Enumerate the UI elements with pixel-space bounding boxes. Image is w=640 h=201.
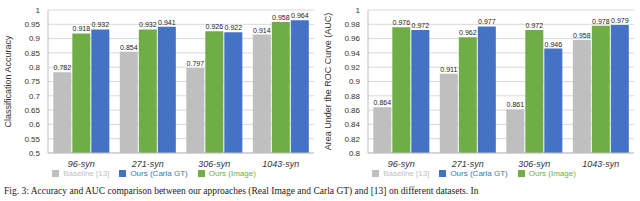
svg-text:0.946: 0.946 (545, 41, 563, 48)
html-text:Baseline [13]: Baseline [13] (383, 169, 430, 178)
svg-text:0.932: 0.932 (92, 21, 110, 28)
svg-text:0.864: 0.864 (374, 99, 392, 106)
svg-text:0.7: 0.7 (29, 92, 41, 101)
svg-text:0.978: 0.978 (592, 18, 610, 25)
svg-text:0.88: 0.88 (344, 92, 360, 101)
svg-text:0.914: 0.914 (253, 27, 271, 34)
svg-text:306-syn: 306-syn (518, 159, 550, 169)
svg-text:Area Under the ROC Curve (AUC): Area Under the ROC Curve (AUC) (323, 13, 333, 151)
svg-text:0.55: 0.55 (24, 135, 40, 144)
svg-text:0.964: 0.964 (291, 12, 309, 19)
svg-text:96-syn: 96-syn (388, 159, 415, 169)
html-text:Ours (Image): Ours (Image) (528, 169, 576, 178)
svg-text:0.976: 0.976 (393, 19, 411, 26)
svg-text:0.797: 0.797 (187, 60, 205, 67)
svg-text:306-syn: 306-syn (198, 159, 230, 169)
svg-text:0.65: 0.65 (24, 106, 40, 115)
svg-text:0.98: 0.98 (344, 20, 360, 29)
svg-text:0.861: 0.861 (507, 101, 525, 108)
svg-text:0.96: 0.96 (344, 34, 360, 43)
html-text:Baseline [13]: Baseline [13] (63, 169, 110, 178)
svg-text:0.918: 0.918 (73, 25, 91, 32)
svg-text:0.9: 0.9 (29, 34, 41, 43)
svg-text:0.911: 0.911 (440, 66, 457, 73)
svg-text:0.926: 0.926 (206, 23, 224, 30)
svg-text:0.84: 0.84 (344, 120, 360, 129)
svg-text:0.854: 0.854 (120, 44, 138, 51)
svg-text:1043-syn: 1043-syn (582, 159, 619, 169)
svg-text:1: 1 (356, 6, 361, 15)
svg-text:1043-syn: 1043-syn (262, 159, 299, 169)
html-text:Ours (Image): Ours (Image) (208, 169, 256, 178)
html-text:Ours (Carla GT): Ours (Carla GT) (450, 169, 508, 178)
svg-text:1: 1 (36, 6, 41, 15)
svg-text:0.82: 0.82 (344, 135, 360, 144)
svg-text:0.8: 0.8 (29, 63, 41, 72)
html-text:Fig. 3: Accuracy and AUC compa: Fig. 3: Accuracy and AUC comparison betw… (4, 186, 479, 196)
svg-text:0.95: 0.95 (24, 20, 40, 29)
svg-text:0.9: 0.9 (349, 77, 361, 86)
svg-text:0.85: 0.85 (24, 49, 40, 58)
svg-text:Classification Accuracy: Classification Accuracy (8, 35, 13, 128)
svg-text:0.92: 0.92 (344, 63, 360, 72)
svg-text:0.5: 0.5 (29, 149, 41, 158)
html-text:Ours (Carla GT): Ours (Carla GT) (130, 169, 188, 178)
svg-text:0.958: 0.958 (573, 32, 591, 39)
svg-text:0.94: 0.94 (344, 49, 360, 58)
svg-text:0.75: 0.75 (24, 77, 40, 86)
svg-text:0.932: 0.932 (139, 21, 157, 28)
svg-text:0.962: 0.962 (459, 29, 477, 36)
svg-text:271-syn: 271-syn (451, 159, 484, 169)
svg-text:0.972: 0.972 (412, 22, 430, 29)
svg-text:0.958: 0.958 (272, 14, 290, 21)
svg-text:0.6: 0.6 (29, 120, 41, 129)
svg-text:0.972: 0.972 (526, 22, 544, 29)
svg-text:0.977: 0.977 (478, 18, 496, 25)
svg-text:271-syn: 271-syn (131, 159, 164, 169)
svg-text:0.941: 0.941 (158, 19, 176, 26)
svg-text:0.922: 0.922 (225, 24, 243, 31)
svg-text:0.782: 0.782 (54, 64, 72, 71)
svg-text:0.86: 0.86 (344, 106, 360, 115)
svg-text:0.979: 0.979 (611, 17, 629, 24)
svg-text:0.8: 0.8 (349, 149, 361, 158)
svg-text:96-syn: 96-syn (68, 159, 95, 169)
